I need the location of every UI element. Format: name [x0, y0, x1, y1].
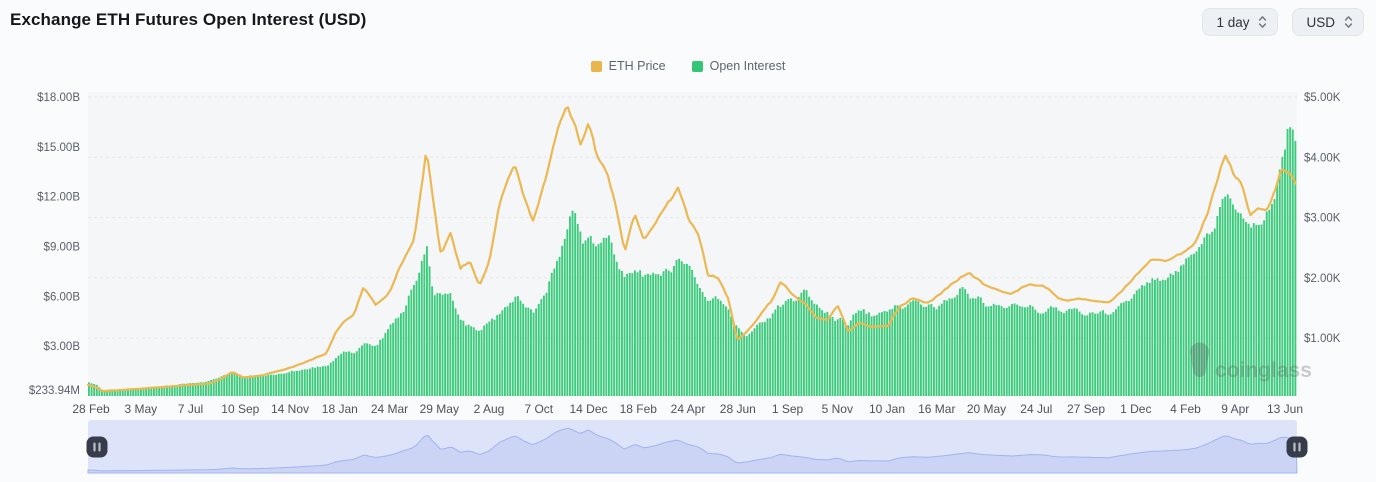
x-axis-tick: 28 Jun — [720, 402, 756, 416]
main-chart-canvas[interactable]: coinglass $18.00B $15.00B $12.00B $9.00B $6.0… — [0, 82, 1376, 418]
y-axis-right-tick: $2.00K — [1304, 273, 1341, 285]
navigator-handle-left[interactable] — [86, 436, 108, 458]
currency-select[interactable]: USD — [1292, 8, 1364, 36]
pause-bars-icon — [98, 442, 101, 452]
legend-item-eth-price[interactable]: ETH Price — [590, 59, 666, 73]
x-axis-tick: 28 Feb — [72, 402, 110, 416]
coinglass-watermark: coinglass — [1190, 342, 1312, 382]
y-axis-left-tick: $9.00B — [44, 242, 81, 254]
navigator-handle-right[interactable] — [1286, 436, 1308, 458]
eth-price-line — [86, 106, 1297, 393]
x-axis-tick: 24 Jul — [1020, 402, 1052, 416]
navigator-series-area — [87, 427, 1298, 474]
legend-label-open-interest: Open Interest — [709, 59, 786, 73]
navigator[interactable] — [0, 418, 1376, 482]
y-axis-left-labels: $18.00B $15.00B $12.00B $9.00B $6.00B $3.00B $… — [29, 92, 80, 397]
y-axis-left-tick: $15.00B — [37, 142, 80, 154]
x-axis-tick: 2 Aug — [474, 402, 505, 416]
chevron-updown-icon — [1259, 16, 1267, 28]
x-axis-tick: 18 Jan — [322, 402, 358, 416]
x-axis-tick: 27 Sep — [1067, 402, 1105, 416]
y-axis-right-tick: $3.00K — [1304, 213, 1341, 225]
x-axis-tick: 3 May — [124, 402, 157, 416]
pause-bars-icon — [1293, 442, 1296, 452]
x-axis-tick: 29 May — [420, 402, 459, 416]
x-axis-labels: 28 Feb 3 May 7 Jul 10 Sep 14 Nov 18 Jan 24 Mar… — [72, 402, 1303, 416]
legend-label-eth-price: ETH Price — [608, 59, 666, 73]
x-axis-tick: 24 Mar — [371, 402, 408, 416]
y-axis-right-tick: $4.00K — [1304, 152, 1341, 164]
y-axis-left-tick: $6.00B — [44, 291, 81, 303]
x-axis-tick: 18 Feb — [620, 402, 658, 416]
chart-controls: 1 day USD — [1202, 8, 1364, 36]
watermark-text: coinglass — [1215, 359, 1312, 382]
legend: ETH Price Open Interest — [0, 59, 1376, 73]
y-axis-left-tick: $12.00B — [37, 192, 80, 204]
pause-bars-icon — [93, 442, 96, 452]
x-axis-tick: 1 Sep — [772, 402, 804, 416]
x-axis-tick: 20 May — [967, 402, 1006, 416]
y-axis-right-labels: $5.00K $4.00K $3.00K $2.00K $1.00K — [1304, 92, 1341, 345]
x-axis-tick: 13 Jun — [1267, 402, 1303, 416]
x-axis-tick: 9 Apr — [1221, 402, 1249, 416]
interval-select-value: 1 day — [1216, 14, 1250, 30]
y-axis-right-tick: $5.00K — [1304, 92, 1341, 104]
x-axis-tick: 10 Sep — [221, 402, 259, 416]
open-interest-swatch-icon — [691, 60, 703, 72]
x-axis-tick: 14 Nov — [271, 402, 309, 416]
x-axis-tick: 7 Oct — [524, 402, 553, 416]
page-title: Exchange ETH Futures Open Interest (USD) — [10, 10, 367, 29]
x-axis-tick: 24 Apr — [671, 402, 706, 416]
currency-select-value: USD — [1306, 14, 1335, 30]
y-axis-left-tick: $3.00B — [44, 341, 81, 353]
chevron-updown-icon — [1344, 16, 1353, 28]
y-axis-left-tick: $233.94M — [29, 385, 80, 397]
eth-price-swatch-icon — [590, 60, 602, 72]
x-axis-tick: 4 Feb — [1170, 402, 1201, 416]
x-axis-tick: 10 Jan — [869, 402, 905, 416]
x-axis-tick: 7 Jul — [178, 402, 203, 416]
open-interest-bars — [88, 127, 1297, 396]
pause-bars-icon — [1298, 442, 1301, 452]
x-axis-tick: 16 Mar — [918, 402, 955, 416]
y-axis-left-tick: $18.00B — [37, 92, 80, 104]
x-axis-tick: 1 Dec — [1120, 402, 1151, 416]
x-axis-tick: 5 Nov — [822, 402, 853, 416]
interval-select[interactable]: 1 day — [1202, 8, 1279, 36]
x-axis-tick: 14 Dec — [569, 402, 607, 416]
legend-item-open-interest[interactable]: Open Interest — [691, 59, 786, 73]
y-axis-right-tick: $1.00K — [1304, 333, 1341, 345]
